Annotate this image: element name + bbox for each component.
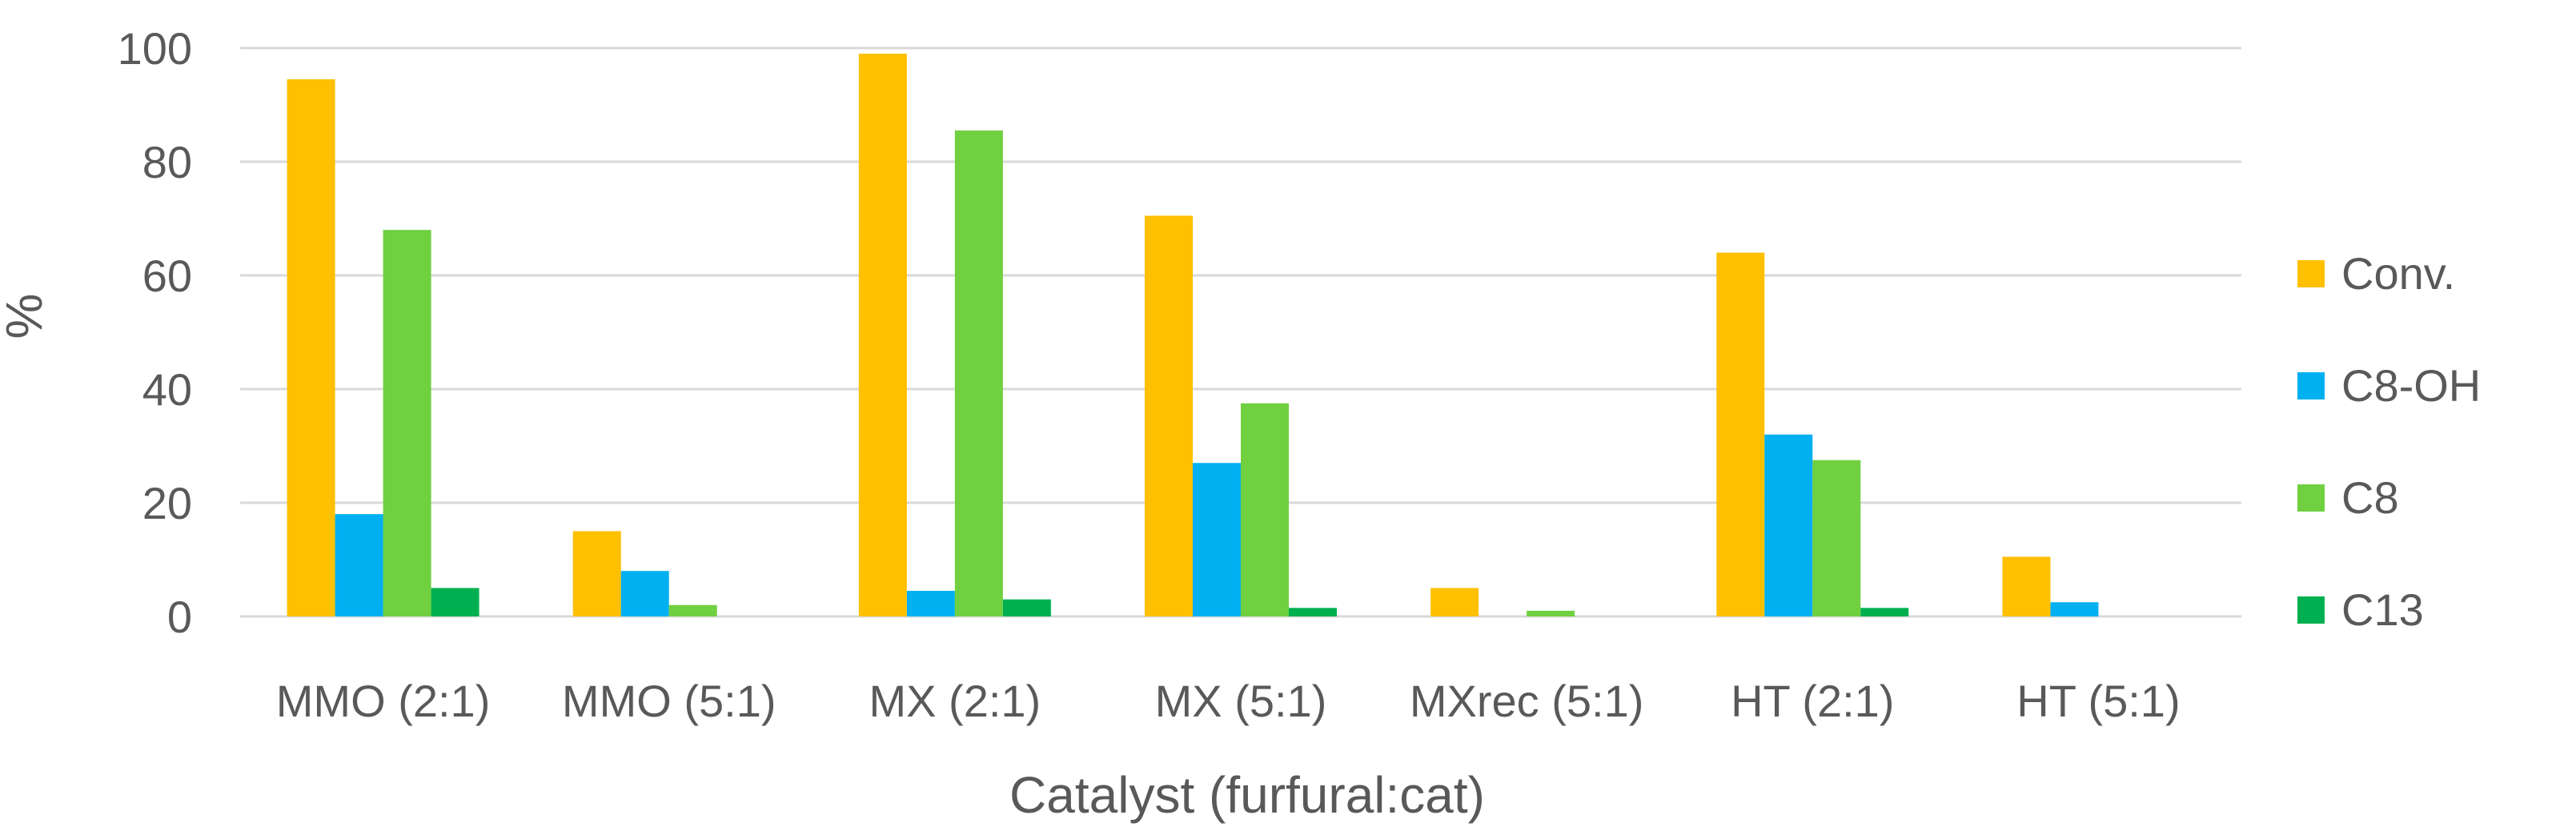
bar-c8-2 xyxy=(954,130,1003,616)
bar-c8-3 xyxy=(1241,403,1289,616)
bar-c8-oh-1 xyxy=(620,571,669,616)
bar-conv-1 xyxy=(572,531,621,616)
y-tick-label: 80 xyxy=(142,137,192,187)
x-axis-ticks: MMO (2:1) MMO (5:1) MX (2:1) MX (5:1) MXrec … xyxy=(276,676,2181,726)
bar-c8-oh-2 xyxy=(906,591,955,616)
x-tick-label: HT (2:1) xyxy=(1731,676,1894,726)
bar-c8-1 xyxy=(668,604,717,616)
bar-c8-oh-0 xyxy=(335,514,383,616)
bar-c13-5 xyxy=(1860,608,1909,616)
y-axis-title: % xyxy=(0,294,53,339)
x-tick-label: MX (5:1) xyxy=(1155,676,1327,726)
y-tick-label: 60 xyxy=(142,251,192,301)
bar-conv-3 xyxy=(1145,215,1193,616)
bar-conv-5 xyxy=(1716,252,1765,616)
y-tick-label: 20 xyxy=(142,478,192,528)
legend-label: Conv. xyxy=(2341,248,2455,299)
y-tick-label: 0 xyxy=(167,592,192,642)
bar-c8-oh-6 xyxy=(2050,602,2099,616)
legend-swatch xyxy=(2297,260,2325,287)
bar-conv-6 xyxy=(2002,556,2051,616)
legend-label: C13 xyxy=(2341,584,2424,635)
legend-label: C8-OH xyxy=(2341,360,2481,411)
x-axis-title: Catalyst (furfural:cat) xyxy=(1009,766,1485,824)
legend: Conv. C8-OH C8 C13 xyxy=(2297,248,2481,635)
bar-c8-5 xyxy=(1812,460,1861,616)
bar-conv-4 xyxy=(1430,588,1479,616)
bar-c8-0 xyxy=(383,230,431,616)
y-tick-label: 100 xyxy=(118,23,192,74)
bar-c8-oh-3 xyxy=(1193,463,1241,616)
y-axis-ticks: 0 20 40 60 80 100 xyxy=(118,23,192,642)
x-tick-label: MMO (2:1) xyxy=(276,676,491,726)
bar-conv-0 xyxy=(287,79,335,617)
legend-swatch xyxy=(2297,596,2325,624)
x-tick-label: MXrec (5:1) xyxy=(1410,676,1644,726)
x-tick-label: MX (2:1) xyxy=(869,676,1041,726)
bar-c8-4 xyxy=(1527,610,1575,616)
bar-c13-2 xyxy=(1002,599,1051,616)
bar-c8-oh-5 xyxy=(1764,434,1813,616)
x-tick-label: HT (5:1) xyxy=(2016,676,2180,726)
y-tick-label: 40 xyxy=(142,364,192,415)
legend-swatch xyxy=(2297,484,2325,512)
legend-swatch xyxy=(2297,372,2325,399)
x-tick-label: MMO (5:1) xyxy=(562,676,776,726)
bar-c13-3 xyxy=(1289,608,1337,616)
bars xyxy=(287,54,2099,617)
bar-c13-0 xyxy=(431,588,479,616)
bar-conv-2 xyxy=(858,54,907,617)
legend-label: C8 xyxy=(2341,472,2399,523)
